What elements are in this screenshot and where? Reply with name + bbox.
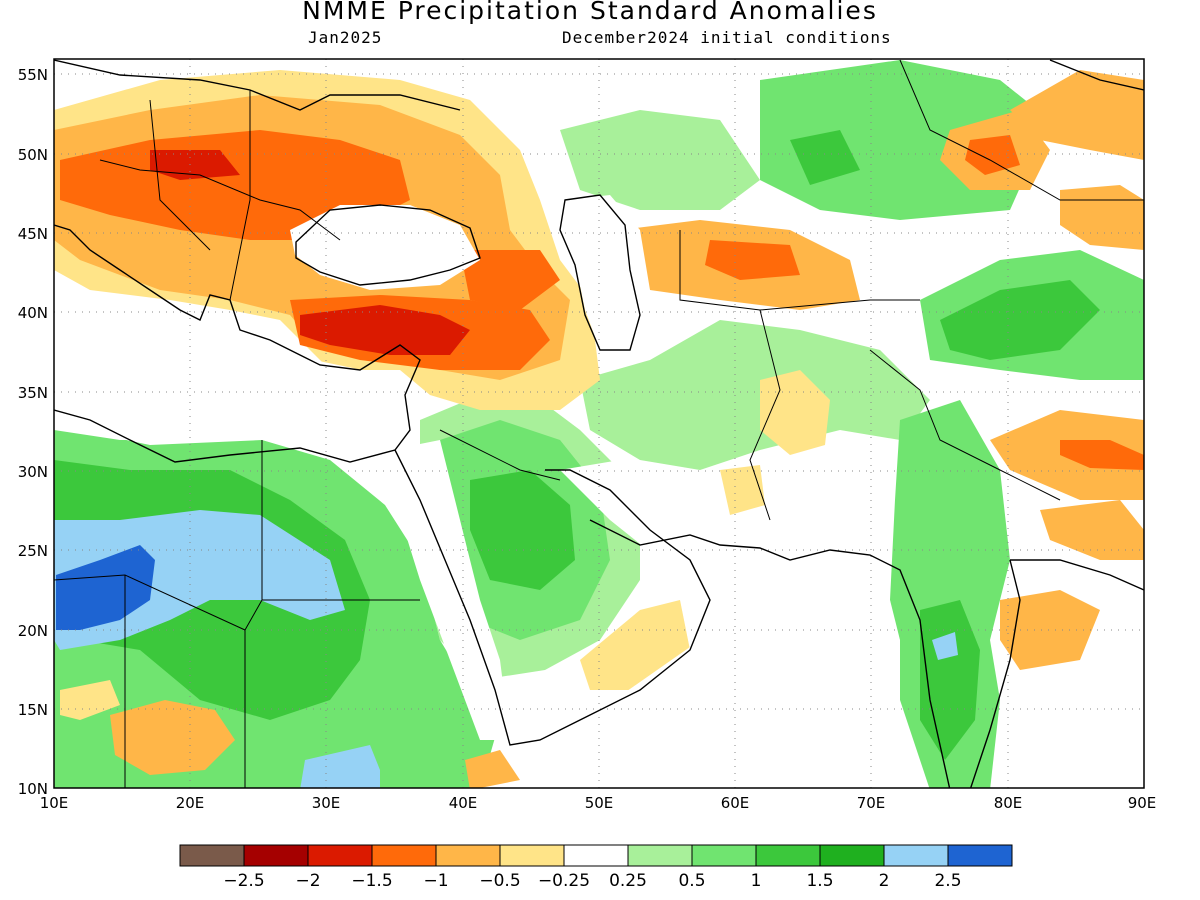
wet-region-iran — [580, 320, 930, 470]
lat-label: 30N — [18, 463, 48, 481]
colorbar-label: −1 — [423, 871, 448, 891]
dry-patch-iran-south — [720, 465, 765, 515]
colorbar-swatch — [627, 844, 693, 867]
colorbar-swatch — [179, 844, 245, 867]
lon-label: 70E — [857, 794, 886, 812]
lon-label: 50E — [585, 794, 614, 812]
colorbar-label: −0.5 — [479, 871, 520, 891]
colorbar: −2.5 −2 −1.5 −1 −0.5 −0.25 0.25 0.5 1 1.5 2 2.5 — [179, 844, 1013, 891]
colorbar-label: 0.5 — [678, 871, 705, 891]
colorbar-swatch — [563, 844, 629, 867]
colorbar-label: −1.5 — [351, 871, 392, 891]
colorbar-swatch — [947, 844, 1013, 867]
wet-strong-central-asia — [940, 280, 1100, 360]
lat-label: 45N — [18, 225, 48, 243]
colorbar-swatch — [307, 844, 373, 867]
lat-label: 35N — [18, 384, 48, 402]
lat-label: 15N — [18, 701, 48, 719]
colorbar-label: 1 — [751, 871, 762, 891]
wet-strong-siberia — [790, 130, 860, 185]
dry-patch-chad-weak — [60, 680, 120, 720]
normal-med — [54, 300, 410, 440]
lon-label: 60E — [721, 794, 750, 812]
dry-patch-ne — [1010, 70, 1144, 160]
colorbar-swatch — [819, 844, 885, 867]
anomaly-fields — [54, 60, 1144, 788]
colorbar-swatch — [435, 844, 501, 867]
lon-label: 90E — [1128, 794, 1157, 812]
dry-patch-iran-east — [760, 370, 830, 455]
lon-label: 40E — [449, 794, 478, 812]
wet-very-light-sudan — [300, 745, 380, 788]
normal-caspian — [565, 195, 650, 350]
wet-extreme-north-africa — [56, 545, 155, 630]
wet-very-arabia — [470, 470, 575, 590]
wet-region-kazakh — [560, 110, 760, 210]
dry-strong-europe — [60, 130, 410, 240]
colorbar-label: −2.5 — [223, 871, 264, 891]
colorbar-swatch — [371, 844, 437, 867]
dry-patch-bangladesh — [1040, 500, 1144, 560]
colorbar-swatch — [243, 844, 309, 867]
lon-label: 10E — [40, 794, 69, 812]
dry-strong-kazakhstan — [705, 240, 800, 280]
colorbar-label: 2.5 — [934, 871, 961, 891]
coastlines — [54, 59, 1144, 788]
lon-labels: 10E 20E 30E 40E 50E 60E 70E 80E 90E — [40, 794, 1157, 812]
colorbar-swatch — [883, 844, 949, 867]
colorbar-label: 1.5 — [806, 871, 833, 891]
colorbar-label: −0.25 — [538, 871, 590, 891]
colorbar-label: 2 — [879, 871, 890, 891]
dry-patch-east-india — [1000, 590, 1100, 670]
lat-label: 10N — [18, 780, 48, 798]
dry-strong-caucasus — [460, 250, 560, 310]
lon-label: 80E — [994, 794, 1023, 812]
grid-lines — [54, 59, 1144, 788]
lat-label: 25N — [18, 542, 48, 560]
colorbar-swatch — [755, 844, 821, 867]
map-title: NMME Precipitation Standard Anomalies — [302, 0, 878, 25]
lat-label: 20N — [18, 622, 48, 640]
lon-label: 30E — [312, 794, 341, 812]
normal-black-sea — [290, 205, 480, 290]
lat-label: 55N — [18, 66, 48, 84]
dry-strong-mongolia — [965, 135, 1020, 175]
plot-frame — [53, 58, 1145, 789]
colorbar-swatch — [691, 844, 757, 867]
initial-conditions: December2024 initial conditions — [562, 28, 892, 47]
political-borders — [54, 59, 1144, 788]
wet-very-light-india — [932, 632, 958, 660]
forecast-month: Jan2025 — [308, 28, 383, 47]
dry-strong-himalaya — [1060, 440, 1144, 470]
lat-label: 50N — [18, 146, 48, 164]
dry-patch-horn — [465, 750, 520, 788]
lat-labels: 55N 50N 45N 40N 35N 30N 25N 20N 15N 10N — [18, 66, 48, 798]
normal-red-sea — [390, 440, 510, 740]
dry-patch-ne-lower — [1060, 185, 1144, 250]
colorbar-label: 0.25 — [609, 871, 647, 891]
colorbar-label: −2 — [295, 871, 320, 891]
dry-patch-chad — [110, 700, 235, 775]
lon-label: 20E — [176, 794, 205, 812]
lat-label: 40N — [18, 304, 48, 322]
colorbar-swatch — [499, 844, 565, 867]
normal-arabian-sea — [520, 540, 900, 788]
dry-extreme-turkey — [300, 305, 470, 355]
